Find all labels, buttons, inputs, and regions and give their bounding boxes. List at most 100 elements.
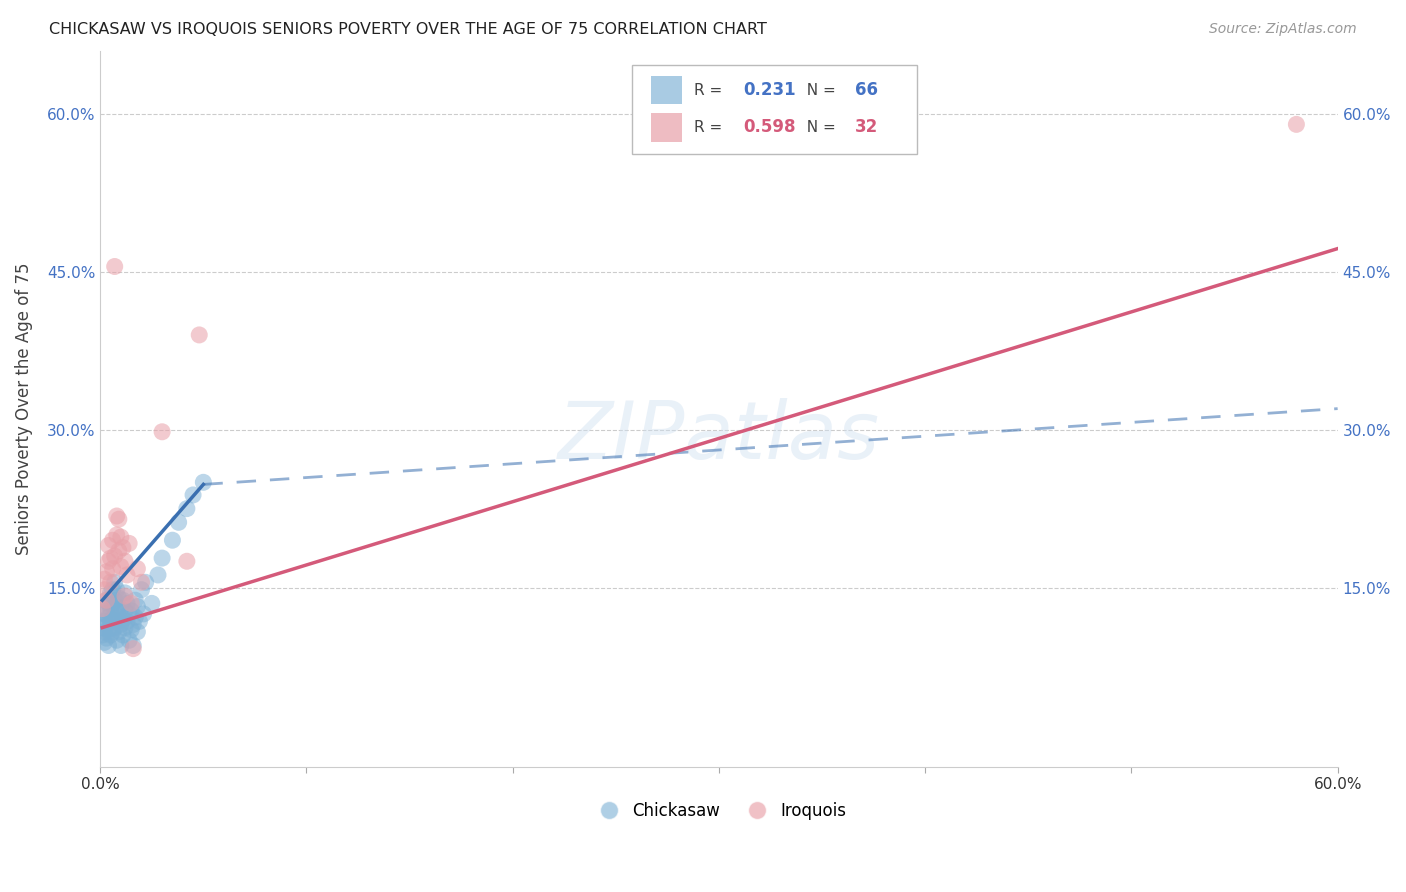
Point (97, 596, 120, 610)
Point (114, 554, 136, 568)
Point (105, 528, 128, 542)
Point (93, 624, 115, 639)
Point (114, 621, 136, 635)
Text: 0.231: 0.231 (744, 81, 796, 99)
Point (141, 596, 163, 610)
Bar (651, 113, 682, 142)
Point (115, 615, 138, 629)
Point (91, 621, 114, 635)
Point (115, 568, 138, 582)
Point (150, 551, 173, 566)
Point (93, 615, 115, 629)
Point (1285, 117, 1308, 131)
Point (104, 593, 127, 607)
Point (167, 516, 190, 530)
Y-axis label: Seniors Poverty Over the Age of 75: Seniors Poverty Over the Age of 75 (15, 262, 32, 555)
Point (127, 599, 149, 614)
Point (110, 530, 132, 544)
Point (100, 628, 122, 642)
Point (114, 586, 136, 600)
Point (97, 623, 120, 637)
Text: CHICKASAW VS IROQUOIS SENIORS POVERTY OVER THE AGE OF 75 CORRELATION CHART: CHICKASAW VS IROQUOIS SENIORS POVERTY OV… (49, 22, 768, 37)
Point (110, 559, 132, 574)
Point (93, 607, 115, 621)
Point (111, 628, 134, 642)
Text: 66: 66 (855, 81, 879, 99)
Point (124, 593, 146, 607)
Point (124, 610, 146, 624)
Point (104, 607, 127, 621)
Point (96, 604, 118, 618)
Legend: Chickasaw, Iroquois: Chickasaw, Iroquois (585, 795, 852, 826)
Text: ZIPatlas: ZIPatlas (558, 398, 880, 476)
Point (97, 539, 120, 553)
Point (96, 631, 118, 645)
Point (101, 561, 124, 575)
Point (131, 582, 153, 597)
Point (188, 327, 211, 342)
Point (105, 508, 128, 523)
Point (108, 591, 131, 606)
Point (110, 617, 132, 632)
Text: 0.598: 0.598 (744, 119, 796, 136)
Point (104, 575, 127, 590)
Point (118, 536, 141, 550)
Point (131, 575, 153, 590)
Point (96, 617, 118, 632)
Text: N =: N = (797, 120, 841, 135)
Point (101, 533, 124, 548)
Point (127, 624, 149, 639)
Point (105, 582, 128, 597)
Point (108, 610, 131, 624)
Point (100, 575, 122, 590)
Point (118, 607, 141, 621)
Point (105, 615, 128, 629)
Point (110, 639, 132, 653)
Text: R =: R = (695, 83, 727, 97)
Point (111, 612, 134, 626)
Point (100, 601, 122, 615)
Point (176, 554, 198, 568)
Point (114, 589, 136, 603)
Point (146, 568, 169, 582)
Point (108, 543, 131, 558)
Point (108, 624, 131, 639)
Point (93, 635, 115, 649)
Point (122, 617, 145, 632)
Point (91, 628, 114, 642)
Point (128, 615, 150, 629)
Point (96, 565, 118, 579)
Point (181, 488, 204, 502)
Point (97, 554, 120, 568)
Point (111, 541, 134, 555)
Point (120, 604, 142, 618)
Text: 32: 32 (855, 119, 879, 136)
Point (104, 260, 127, 274)
Point (97, 610, 120, 624)
Point (91, 601, 114, 615)
Point (100, 615, 122, 629)
Point (108, 512, 131, 526)
Point (127, 561, 149, 575)
Point (101, 596, 124, 610)
Point (122, 641, 145, 656)
Point (101, 612, 124, 626)
FancyBboxPatch shape (633, 65, 917, 154)
Point (111, 593, 134, 607)
Point (101, 624, 124, 639)
Text: N =: N = (797, 83, 841, 97)
Point (100, 586, 122, 600)
Point (162, 533, 184, 548)
Point (104, 549, 127, 563)
Point (150, 425, 173, 439)
Point (96, 593, 118, 607)
Text: R =: R = (695, 120, 727, 135)
Point (93, 582, 115, 597)
Point (105, 599, 128, 614)
Point (101, 582, 124, 597)
Point (193, 475, 215, 490)
Point (100, 551, 122, 566)
Text: Source: ZipAtlas.com: Source: ZipAtlas.com (1209, 22, 1357, 37)
Point (104, 621, 127, 635)
Bar (651, 76, 682, 104)
